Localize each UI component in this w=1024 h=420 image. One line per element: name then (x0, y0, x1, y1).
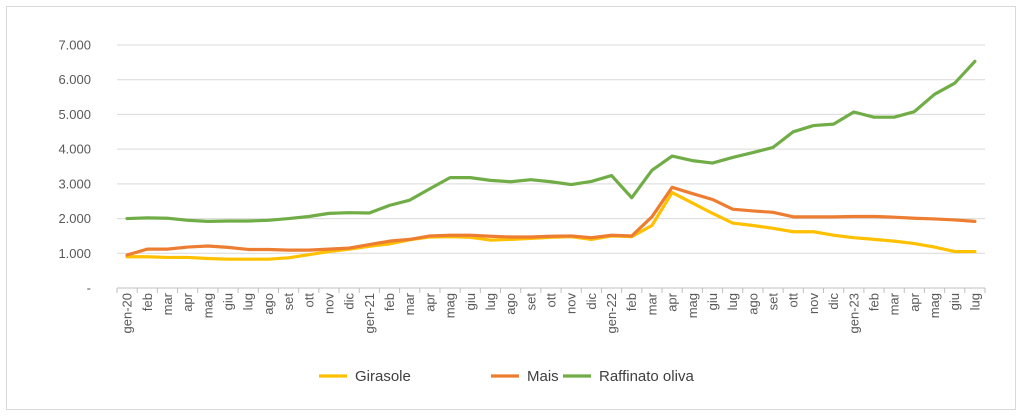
x-tick-label: ago (503, 293, 518, 315)
x-tick-label: dic (826, 293, 841, 310)
gridlines (117, 44, 985, 254)
axes: - 1.000 2.000 3.000 4.000 5.000 6.000 7.000 gen-… (58, 38, 986, 333)
series-line-raffinato-oliva (125, 59, 977, 223)
x-tick-label: apr (422, 292, 437, 311)
x-tick-label: lug (241, 293, 256, 310)
x-tick-label: ott (786, 293, 801, 308)
chart-frame: - 1.000 2.000 3.000 4.000 5.000 6.000 7.000 gen-… (6, 6, 1016, 410)
x-tick-label: feb (140, 293, 155, 311)
line-chart: - 1.000 2.000 3.000 4.000 5.000 6.000 7.000 gen-… (58, 38, 986, 385)
x-tick-label: nov (564, 293, 579, 314)
x-tick-label: apr (665, 292, 680, 311)
x-tick-label: giu (221, 293, 236, 310)
x-tick-label: lug (483, 293, 498, 310)
x-tick-label: mag (443, 293, 458, 318)
y-tick-label: 7.000 (58, 38, 91, 53)
x-tick-label: mag (927, 293, 942, 318)
x-tick-label: set (281, 293, 296, 311)
y-tick-label: 4.000 (58, 142, 91, 157)
x-tick-label: gen-22 (604, 293, 619, 333)
x-tick-label: mar (160, 292, 175, 315)
series-line-mais (125, 185, 977, 257)
x-tick-label: nov (806, 293, 821, 314)
x-tick-label: set (523, 293, 538, 311)
x-tick-label: feb (866, 293, 881, 311)
x-tick-label: ott (544, 293, 559, 308)
y-tick-label: - (87, 281, 91, 296)
x-tick-label: lug (967, 293, 982, 310)
x-tick-label: apr (907, 292, 922, 311)
x-tick-label: mar (644, 292, 659, 315)
x-tick-label: feb (624, 293, 639, 311)
x-tick-label: gen-21 (362, 293, 377, 333)
x-tick-label: ago (261, 293, 276, 315)
y-tick-label: 1.000 (58, 246, 91, 261)
series-lines (125, 59, 977, 261)
x-tick-label: dic (342, 293, 357, 310)
x-tick-label: mag (685, 293, 700, 318)
x-tick-label: giu (463, 293, 478, 310)
x-tick-label: mag (200, 293, 215, 318)
x-tick-label: set (766, 293, 781, 311)
x-tick-label: mar (402, 292, 417, 315)
x-tick-label: nov (321, 293, 336, 314)
legend-label: Girasole (355, 368, 411, 385)
x-tick-label: gen-20 (120, 293, 135, 333)
x-tick-label: lug (725, 293, 740, 310)
x-tick-label: apr (180, 292, 195, 311)
x-tick-label: mar (887, 292, 902, 315)
legend-label: Raffinato oliva (599, 368, 694, 385)
y-tick-label: 2.000 (58, 211, 91, 226)
x-tick-label: ago (745, 293, 760, 315)
x-tick-label: feb (382, 293, 397, 311)
legend: Girasole Mais Raffinato oliva (319, 368, 694, 385)
x-tick-label: giu (947, 293, 962, 310)
y-tick-label: 3.000 (58, 176, 91, 191)
x-tick-label: gen-23 (846, 293, 861, 333)
x-tick-label: dic (584, 293, 599, 310)
y-tick-label: 6.000 (58, 72, 91, 87)
y-tick-label: 5.000 (58, 107, 91, 122)
legend-label: Mais (527, 368, 559, 385)
x-tick-label: ott (301, 293, 316, 308)
x-tick-label: giu (705, 293, 720, 310)
